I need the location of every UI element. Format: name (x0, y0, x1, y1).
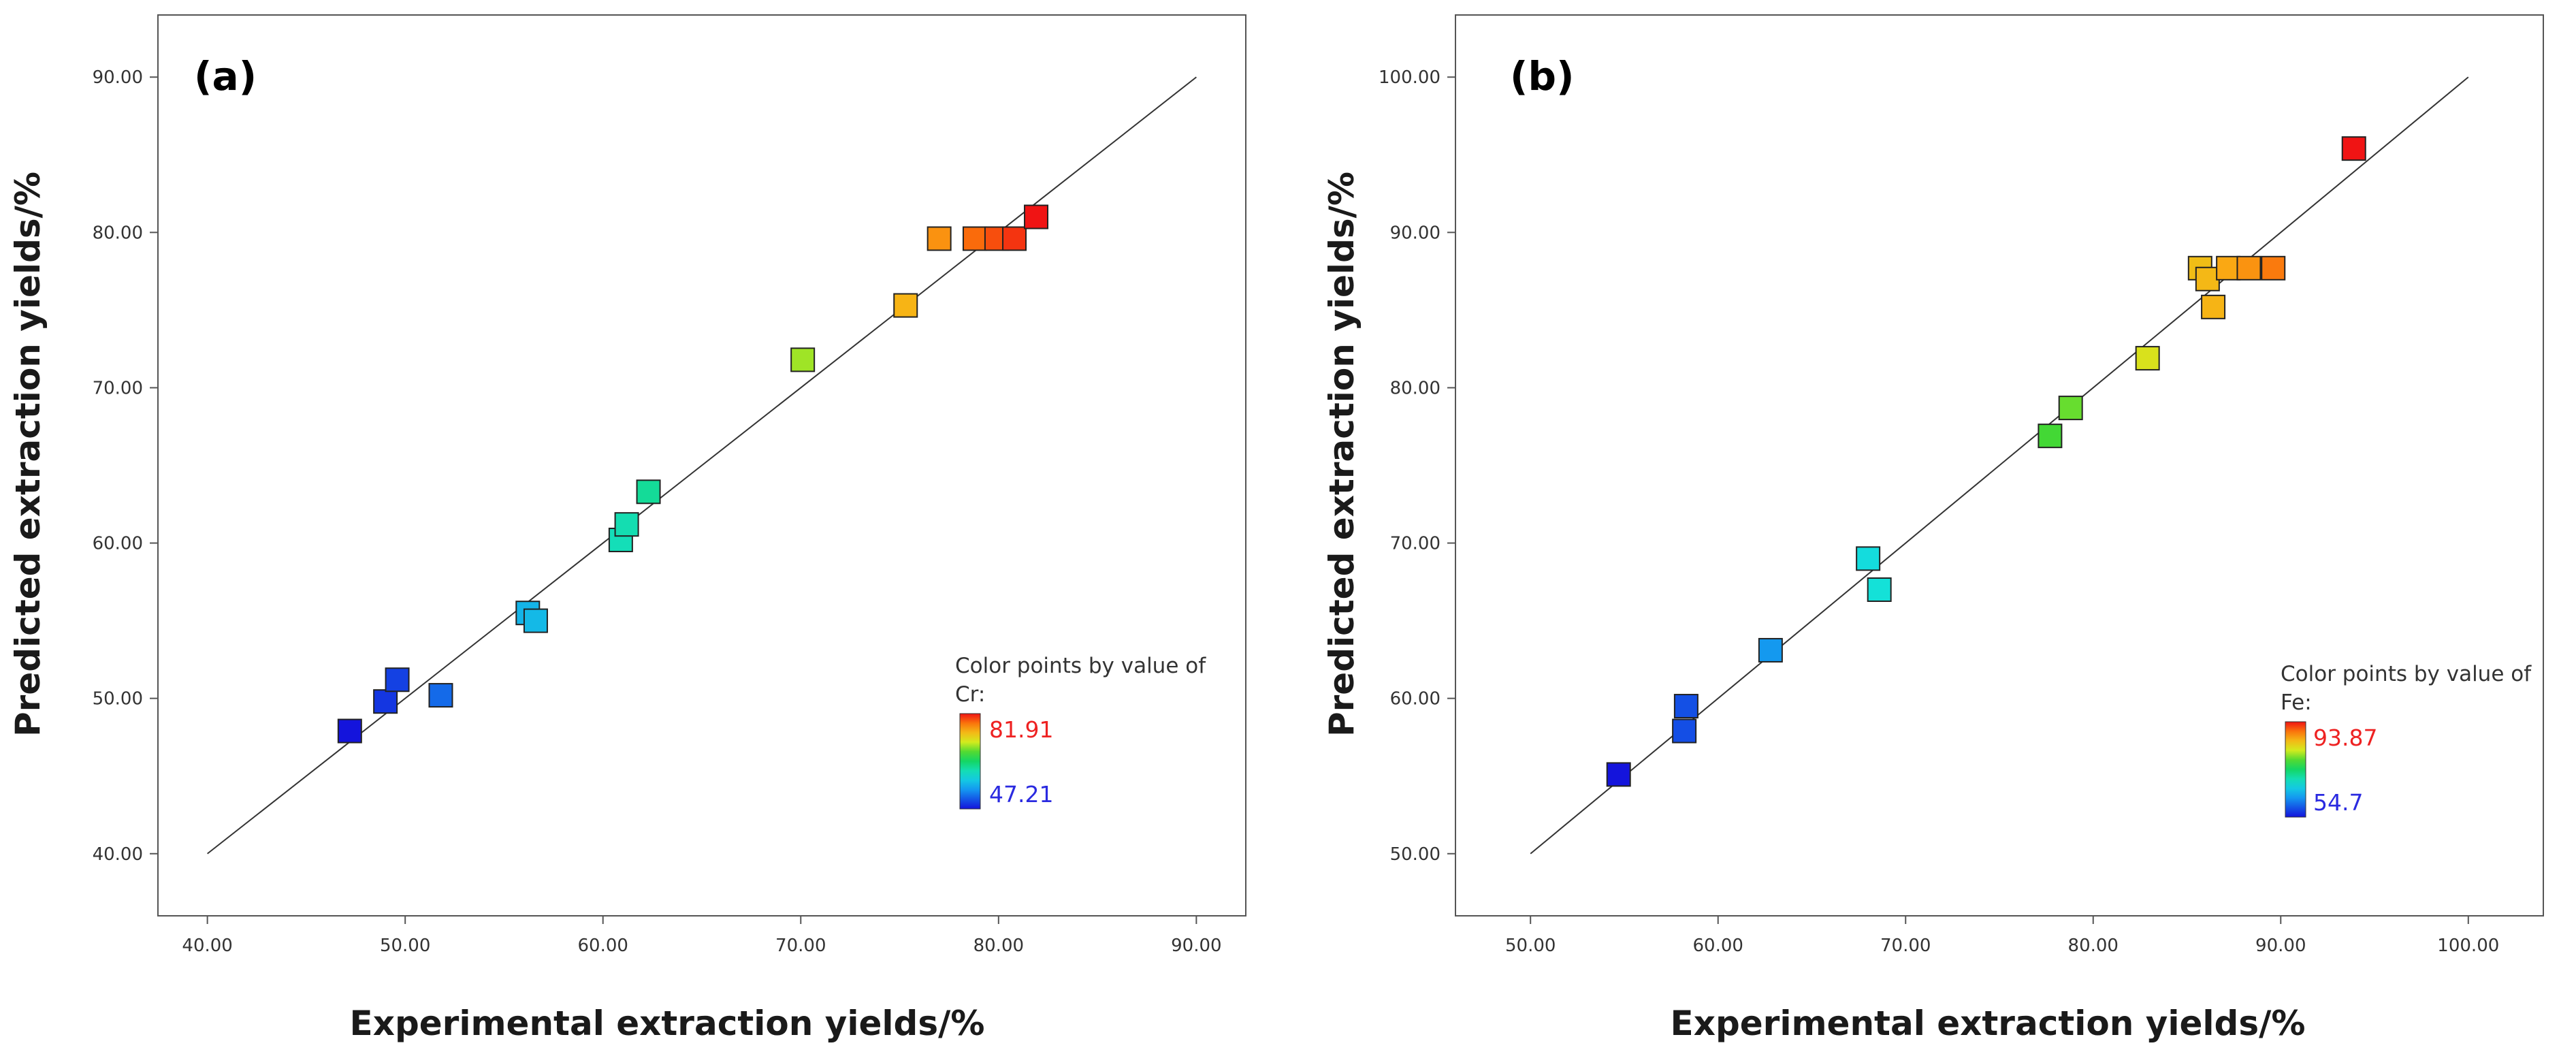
panel-b-chart: 50.00 60.00 70.00 80.00 90.00 100.00 50.00 60.0… (1322, 14, 2544, 1043)
panel-b-y-axis-title: Predicted extraction yields/% (1322, 172, 1362, 737)
panel-a-data-point (523, 608, 548, 633)
panel-a-x-tick-label: 40.00 (182, 936, 232, 956)
panel-b-x-tick-label: 100.00 (2437, 936, 2499, 956)
panel-b-y-tick-label: 90.00 (1390, 223, 1440, 243)
panel-a-x-axis-title: Experimental extraction yields/% (350, 1004, 985, 1043)
panel-a-legend-min: 47.21 (989, 781, 1053, 808)
panel-a-data-point (636, 479, 661, 505)
panel-b-data-point (2135, 346, 2160, 371)
panel-b-data-point (1606, 762, 1631, 787)
panel-b-data-point (1856, 546, 1881, 571)
panel-a-legend-title: Color points by value of (955, 654, 1206, 678)
panel-a-x-tick-label: 50.00 (380, 936, 430, 956)
panel-b-x-tick-label: 50.00 (1505, 936, 1556, 956)
panel-a-y-tick-label: 80.00 (93, 223, 143, 243)
panel-b-y-tick-label: 70.00 (1390, 534, 1440, 554)
panel-b-legend-min: 54.7 (2313, 789, 2363, 816)
panel-a-data-point (1024, 204, 1049, 229)
panel-b-data-point (1673, 694, 1698, 719)
panel-b-data-point (2038, 424, 2063, 449)
panel-b-legend-title: Color points by value of (2281, 662, 2532, 686)
panel-a-data-point (962, 226, 987, 251)
panel-a-y-tick-label: 70.00 (93, 378, 143, 398)
panel-b-x-tick-label: 80.00 (2068, 936, 2119, 956)
panel-b-data-point (2195, 266, 2220, 291)
panel-b-x-tick-label: 60.00 (1693, 936, 1743, 956)
panel-b-data-point (1758, 637, 1783, 663)
panel-a-y-axis-title: Predicted extraction yields/% (8, 172, 48, 737)
panel-b-x-axis-title: Experimental extraction yields/% (1671, 1004, 2306, 1043)
panel-a-data-point (893, 293, 918, 318)
panel-a-legend-max: 81.91 (989, 716, 1053, 743)
panel-b-label: (b) (1510, 53, 1575, 99)
panel-a-data-point (428, 683, 453, 708)
panel-a-data-point (614, 512, 639, 537)
panel-b-data-point (2236, 255, 2261, 281)
panel-b-legend-variable: Fe: (2281, 690, 2312, 715)
panel-a-data-point (790, 347, 816, 372)
panel-b-x-tick-label: 90.00 (2255, 936, 2306, 956)
panel-b-data-point (2201, 294, 2226, 319)
panel-b-data-point (1867, 577, 1892, 602)
panel-a-data-point (1002, 226, 1027, 251)
panel-a-data-point (385, 667, 410, 692)
panel-a-data-point (927, 226, 952, 251)
panel-a-y-tick-label: 40.00 (93, 844, 143, 865)
panel-a-legend-variable: Cr: (955, 682, 985, 707)
panel-a-x-tick-label: 90.00 (1171, 936, 1221, 956)
panel-a-x-tick-label: 70.00 (775, 936, 826, 956)
panel-b-legend-color-bar (2285, 721, 2306, 818)
panel-b-data-point (2058, 396, 2083, 421)
panel-a-y-tick-label: 50.00 (93, 689, 143, 710)
panel-b-y-tick-label: 60.00 (1390, 689, 1440, 710)
panel-a-chart: 40.00 50.00 60.00 70.00 80.00 90.00 40.00 50.00… (8, 14, 1246, 1043)
panel-b-y-tick-label: 50.00 (1390, 844, 1440, 865)
panel-a-y-tick-label: 60.00 (93, 534, 143, 554)
panel-a-x-tick-label: 60.00 (578, 936, 628, 956)
panel-b-legend-max: 93.87 (2313, 724, 2377, 751)
panel-b-y-tick-label: 100.00 (1379, 67, 1440, 88)
panel-a-x-tick-label: 80.00 (973, 936, 1024, 956)
panel-b-y-tick-label: 80.00 (1390, 378, 1440, 398)
panel-b-data-point (2261, 255, 2286, 281)
panel-b-x-tick-label: 70.00 (1880, 936, 1931, 956)
panel-a-data-point (373, 689, 398, 714)
panel-b-data-point (2216, 255, 2241, 281)
panel-b-data-point (2341, 136, 2366, 161)
panel-a-data-point (337, 718, 362, 744)
panel-a-legend-color-bar (959, 713, 981, 810)
panel-b-data-point (1672, 718, 1697, 744)
panel-a-y-tick-label: 90.00 (93, 67, 143, 88)
panel-a-label: (a) (194, 53, 257, 99)
